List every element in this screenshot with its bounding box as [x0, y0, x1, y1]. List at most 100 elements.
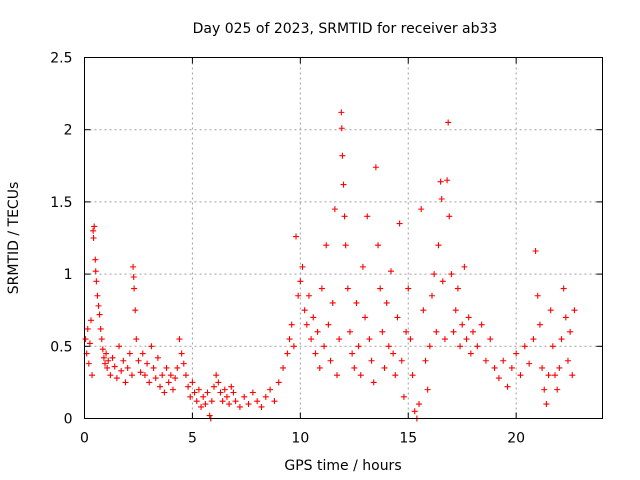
data-point	[230, 389, 237, 396]
data-point	[124, 364, 131, 371]
data-point	[398, 357, 405, 364]
data-point	[191, 389, 198, 396]
data-point	[327, 357, 334, 364]
data-point	[569, 372, 576, 379]
data-point	[94, 292, 101, 299]
data-point	[508, 364, 515, 371]
data-point	[96, 311, 103, 318]
data-point	[338, 109, 345, 116]
data-point	[444, 177, 451, 184]
y-axis-label: SRMTID / TECUs	[6, 182, 22, 295]
data-point	[148, 343, 155, 350]
data-point	[467, 350, 474, 357]
data-point	[293, 233, 300, 240]
data-point	[172, 375, 179, 382]
x-tick-label: 5	[188, 431, 197, 447]
data-point	[211, 383, 217, 390]
data-point	[420, 307, 427, 314]
data-point	[87, 317, 94, 324]
data-point	[90, 235, 97, 241]
data-point	[167, 372, 174, 379]
plot-frame	[84, 57, 603, 419]
data-point	[329, 299, 336, 306]
data-point	[377, 285, 384, 292]
data-point	[271, 398, 278, 405]
data-point	[169, 386, 176, 393]
data-point	[526, 360, 533, 367]
data-point	[215, 379, 222, 386]
data-point	[185, 383, 192, 390]
data-point	[564, 357, 571, 364]
data-point	[521, 343, 528, 350]
data-point	[202, 401, 209, 408]
data-point	[379, 328, 386, 335]
data-point	[93, 278, 100, 285]
data-point	[387, 268, 394, 275]
data-point	[316, 364, 323, 371]
data-point	[396, 220, 403, 227]
data-point	[178, 350, 185, 357]
x-axis-label: GPS time / hours	[284, 458, 401, 474]
data-point	[165, 379, 172, 386]
data-point	[139, 350, 146, 357]
y-tick-label: 2	[64, 123, 73, 139]
data-point	[364, 213, 371, 220]
y-tick-label: 0.5	[50, 339, 72, 355]
data-point	[571, 307, 578, 314]
data-point	[422, 357, 429, 364]
data-point	[450, 328, 457, 335]
data-point	[267, 386, 274, 393]
data-point	[463, 336, 470, 343]
data-point	[303, 321, 310, 328]
data-point	[536, 321, 543, 328]
data-point	[495, 375, 502, 382]
data-point	[206, 412, 213, 419]
data-point	[161, 389, 168, 396]
data-point	[102, 360, 109, 367]
data-point	[262, 393, 269, 400]
data-point	[131, 285, 138, 292]
data-point	[478, 321, 485, 328]
data-point	[195, 386, 202, 393]
data-point	[439, 278, 446, 285]
data-point	[174, 364, 181, 371]
data-point	[275, 379, 282, 386]
data-point	[353, 299, 360, 306]
data-point	[182, 372, 189, 379]
data-point	[390, 350, 397, 357]
data-point	[97, 325, 104, 332]
data-point	[346, 328, 353, 335]
data-point	[249, 389, 256, 396]
data-point	[198, 403, 205, 410]
data-point	[137, 369, 144, 376]
data-point	[375, 242, 382, 249]
data-point	[128, 372, 135, 379]
data-point	[349, 350, 356, 357]
data-point	[545, 372, 552, 379]
data-point	[342, 242, 349, 249]
data-point	[312, 350, 319, 357]
data-point	[407, 336, 414, 343]
data-point	[84, 325, 91, 332]
data-point	[176, 336, 183, 343]
data-point	[314, 328, 321, 335]
data-point	[163, 364, 170, 371]
data-point	[400, 393, 407, 400]
data-point	[113, 375, 120, 382]
data-point	[254, 398, 261, 405]
data-point	[530, 336, 537, 343]
x-tick-label: 20	[507, 431, 525, 447]
data-point	[409, 372, 416, 379]
data-point	[91, 223, 98, 230]
data-point	[318, 285, 325, 292]
data-point	[204, 389, 211, 396]
data-point	[461, 263, 468, 270]
data-point	[474, 343, 481, 350]
data-point	[323, 242, 330, 249]
data-point	[338, 125, 345, 132]
data-point	[104, 364, 111, 371]
data-point	[295, 292, 302, 299]
data-point	[116, 343, 123, 350]
data-point	[457, 343, 464, 350]
